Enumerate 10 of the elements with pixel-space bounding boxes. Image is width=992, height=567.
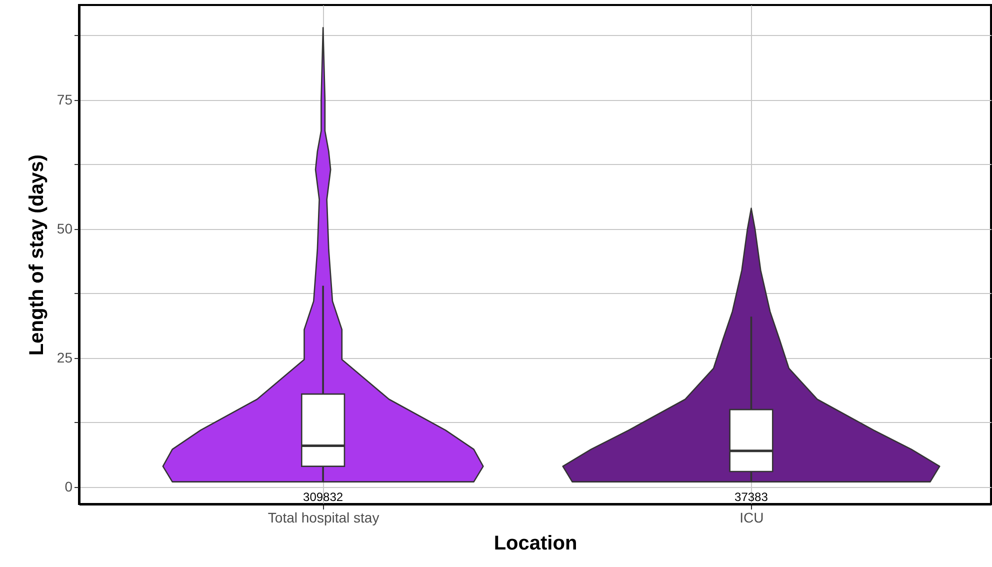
y-tick-label: 0 — [64, 478, 73, 494]
y-tick-label: 25 — [56, 349, 73, 366]
y-tick-label: 75 — [56, 91, 73, 108]
x-tick-label: ICU — [740, 510, 764, 526]
y-axis-title: Length of stay (days) — [26, 154, 48, 356]
annotation: 309832 — [303, 490, 344, 504]
annotation: 37383 — [734, 490, 768, 504]
x-axis-title: Location — [494, 532, 578, 554]
y-tick-label: 50 — [56, 220, 73, 236]
x-tick-label: Total hospital stay — [268, 510, 380, 526]
